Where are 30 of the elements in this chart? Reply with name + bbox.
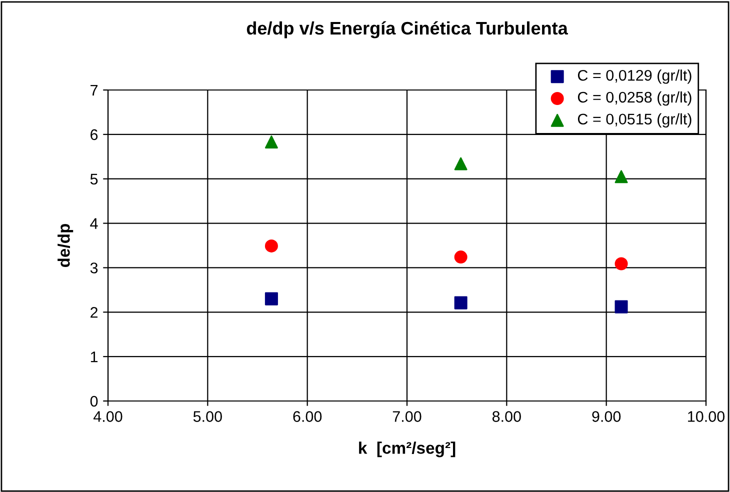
x-tick-label: 9.00 <box>592 411 621 422</box>
point <box>264 292 278 306</box>
y-axis-title: de/dp <box>58 224 74 268</box>
x-tick-label: 4.00 <box>93 411 122 422</box>
x-axis-title: k [cm²/seg²] <box>359 442 456 458</box>
y-tick-label: 2 <box>90 307 98 318</box>
legend-label: C = 0,0515 (gr/lt) <box>578 113 692 128</box>
point <box>264 239 278 252</box>
point <box>614 257 628 270</box>
y-tick-label: 5 <box>90 174 98 185</box>
y-tick-label: 6 <box>90 129 98 140</box>
y-tick-label: 4 <box>90 218 98 229</box>
point <box>454 250 468 264</box>
y-tick-label: 3 <box>90 262 98 274</box>
x-tick-label: 5.00 <box>193 411 222 422</box>
y-tick-label: 0 <box>90 396 98 407</box>
point <box>454 157 468 170</box>
y-tick-label: 7 <box>90 85 98 96</box>
x-tick-label: 6.00 <box>293 411 322 422</box>
point <box>264 135 278 148</box>
legend-label: C = 0,0129 (gr/lt) <box>578 70 692 84</box>
point <box>614 170 628 184</box>
point <box>454 296 468 310</box>
x-tick-label: 7.00 <box>392 411 422 422</box>
x-tick-label: 8.00 <box>492 411 521 422</box>
legend-label: C = 0,0258 (gr/lt) <box>578 91 692 106</box>
chart-title: de/dp v/s Energía Cinética Turbulenta <box>246 21 568 38</box>
y-tick-label: 1 <box>90 352 98 362</box>
point <box>614 300 628 314</box>
x-tick-label: 10.00 <box>688 411 725 422</box>
